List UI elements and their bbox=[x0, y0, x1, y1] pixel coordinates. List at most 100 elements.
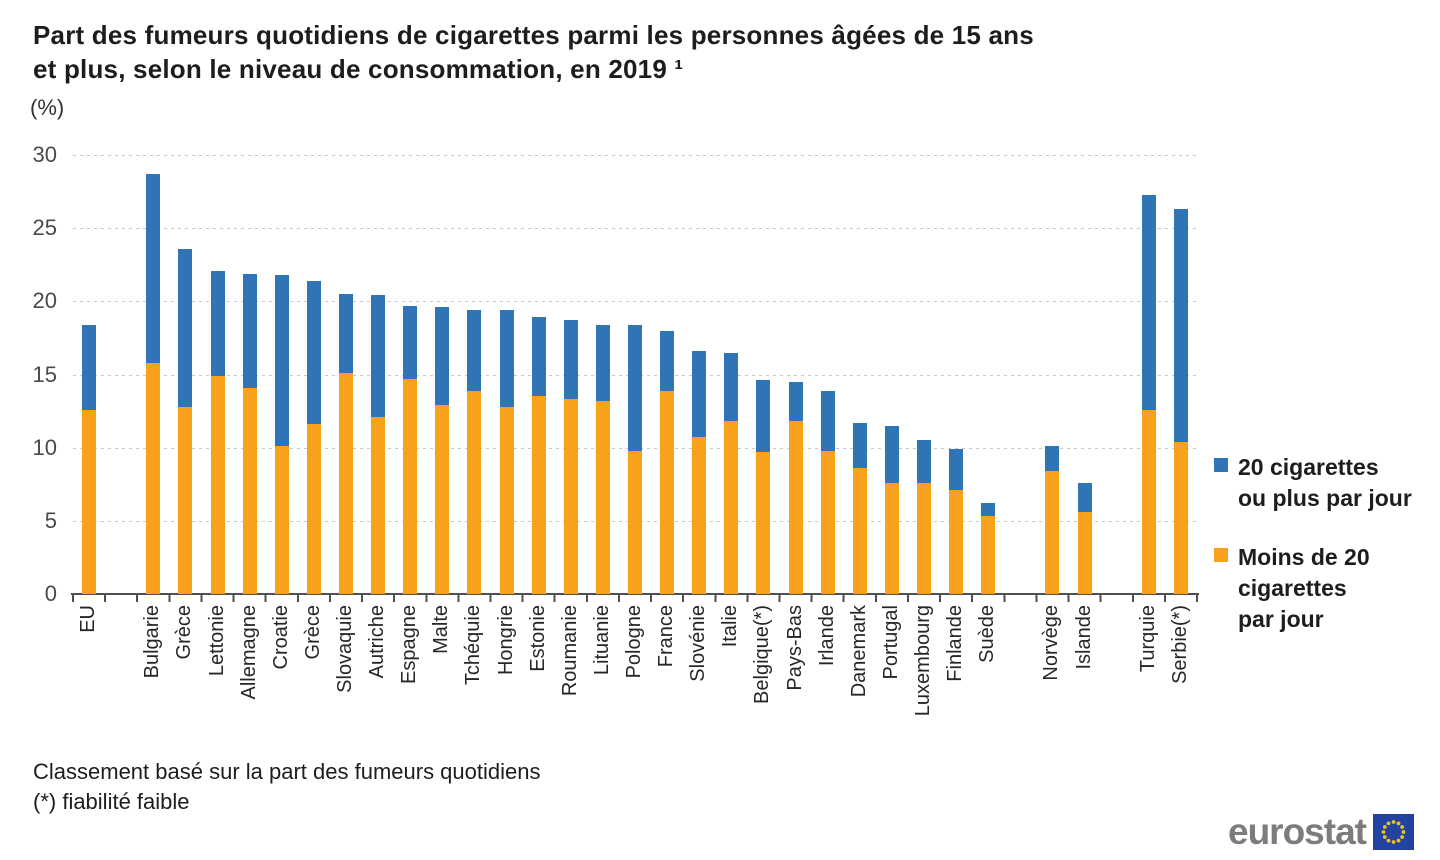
chart-title-line1: Part des fumeurs quotidiens de cigarette… bbox=[33, 20, 1034, 50]
x-label-malte: Malte bbox=[430, 605, 453, 654]
x-label-slov-nie: Slovénie bbox=[687, 605, 710, 682]
segment-20-or-more bbox=[146, 174, 161, 363]
segment-less-than-20 bbox=[852, 468, 867, 594]
bar-gr-ce bbox=[178, 248, 193, 594]
segment-less-than-20 bbox=[435, 405, 450, 594]
x-label-tch-quie: Tchéquie bbox=[462, 605, 485, 686]
legend-swatch-orange bbox=[1214, 548, 1228, 562]
x-label-italie: Italie bbox=[719, 605, 742, 648]
segment-20-or-more bbox=[242, 273, 257, 388]
x-axis-ticks bbox=[72, 594, 1199, 602]
x-label-france: France bbox=[655, 605, 678, 668]
bar-irlande bbox=[820, 390, 835, 594]
x-label-serbie-: Serbie(*) bbox=[1168, 605, 1191, 684]
x-label-islande: Islande bbox=[1072, 605, 1095, 670]
x-label-finlande: Finlande bbox=[944, 605, 967, 682]
bar-tch-quie bbox=[467, 310, 482, 594]
bar-gr-ce bbox=[306, 280, 321, 594]
bar-islande bbox=[1077, 482, 1092, 594]
segment-less-than-20 bbox=[628, 450, 642, 594]
x-label-portugal: Portugal bbox=[879, 605, 902, 680]
x-axis-category-labels: EU Bulgarie Grèce Lettonie Allemagne Croatie G… bbox=[73, 605, 1197, 755]
segment-less-than-20 bbox=[82, 409, 97, 594]
segment-20-or-more bbox=[403, 305, 418, 379]
segment-less-than-20 bbox=[274, 446, 289, 594]
x-label-pologne: Pologne bbox=[623, 605, 645, 679]
segment-less-than-20 bbox=[820, 450, 835, 594]
bar-turquie bbox=[1141, 194, 1156, 594]
legend-swatch-blue bbox=[1214, 458, 1228, 472]
bar-portugal bbox=[884, 425, 899, 594]
x-label-roumanie: Roumanie bbox=[558, 605, 581, 697]
bar-eu bbox=[82, 324, 97, 594]
segment-20-or-more bbox=[949, 449, 964, 491]
segment-less-than-20 bbox=[146, 362, 161, 594]
x-label-pays-bas: Pays-Bas bbox=[783, 605, 806, 691]
segment-less-than-20 bbox=[242, 387, 257, 594]
x-label-norv-ge: Norvège bbox=[1040, 605, 1063, 681]
bar-serbie- bbox=[1173, 209, 1188, 594]
bar-belgique- bbox=[756, 380, 771, 594]
segment-less-than-20 bbox=[499, 406, 514, 594]
bar-croatie bbox=[274, 275, 289, 594]
segment-less-than-20 bbox=[467, 390, 482, 594]
y-tick-label-25: 25 bbox=[32, 215, 57, 241]
x-label-gr-ce: Grèce bbox=[301, 605, 324, 660]
bar-lettonie bbox=[210, 270, 225, 594]
segment-less-than-20 bbox=[660, 390, 675, 594]
segment-20-or-more bbox=[82, 324, 97, 410]
segment-20-or-more bbox=[917, 440, 932, 483]
x-label-eu: EU bbox=[77, 605, 100, 633]
x-label-su-de: Suède bbox=[976, 605, 999, 663]
legend-label-20-or-more: 20 cigarettes ou plus par jour bbox=[1238, 452, 1412, 514]
y-tick-label-0: 0 bbox=[44, 581, 57, 606]
segment-20-or-more bbox=[884, 425, 899, 483]
segment-20-or-more bbox=[756, 380, 771, 453]
segment-20-or-more bbox=[628, 324, 642, 451]
segment-20-or-more bbox=[595, 324, 610, 401]
y-tick-label-20: 20 bbox=[32, 288, 57, 314]
legend-label-less-than-20: Moins de 20 cigarettes par jour bbox=[1238, 542, 1370, 635]
segment-20-or-more bbox=[563, 320, 578, 400]
x-label-turquie: Turquie bbox=[1136, 605, 1159, 673]
eurostat-logo: eurostat bbox=[1228, 812, 1414, 852]
bar-espagne bbox=[403, 305, 418, 594]
segment-less-than-20 bbox=[1077, 512, 1092, 594]
segment-less-than-20 bbox=[531, 396, 546, 594]
segment-less-than-20 bbox=[724, 421, 739, 594]
segment-less-than-20 bbox=[178, 406, 193, 594]
bar-pays-bas bbox=[788, 381, 803, 594]
legend-label-line: ou plus par jour bbox=[1238, 485, 1412, 511]
footnote-reliability: (*) fiabilité faible bbox=[33, 789, 190, 814]
x-label-luxembourg: Luxembourg bbox=[912, 605, 935, 717]
gridline-25 bbox=[73, 228, 1197, 230]
segment-20-or-more bbox=[1045, 446, 1060, 472]
legend-label-line: Moins de 20 bbox=[1238, 544, 1370, 570]
segment-20-or-more bbox=[371, 295, 386, 417]
segment-less-than-20 bbox=[563, 399, 578, 594]
bar-slov-nie bbox=[692, 351, 707, 594]
segment-20-or-more bbox=[499, 310, 514, 407]
x-label-gr-ce: Grèce bbox=[173, 605, 196, 660]
x-label-hongrie: Hongrie bbox=[494, 605, 517, 676]
segment-less-than-20 bbox=[884, 482, 899, 594]
segment-20-or-more bbox=[820, 390, 835, 451]
segment-20-or-more bbox=[210, 270, 225, 376]
bar-luxembourg bbox=[917, 440, 932, 594]
segment-20-or-more bbox=[467, 310, 482, 391]
x-label-lituanie: Lituanie bbox=[590, 605, 613, 676]
segment-20-or-more bbox=[724, 352, 739, 422]
bar-norv-ge bbox=[1045, 446, 1060, 594]
segment-20-or-more bbox=[338, 294, 353, 374]
segment-less-than-20 bbox=[692, 437, 707, 594]
chart-title: Part des fumeurs quotidiens de cigarette… bbox=[33, 18, 1213, 86]
bar-hongrie bbox=[499, 310, 514, 594]
bar-roumanie bbox=[563, 320, 578, 594]
segment-20-or-more bbox=[660, 330, 675, 391]
bar-bulgarie bbox=[146, 174, 161, 594]
chart-legend: 20 cigarettes ou plus par jour Moins de … bbox=[1214, 452, 1440, 635]
segment-20-or-more bbox=[852, 422, 867, 469]
segment-less-than-20 bbox=[949, 490, 964, 594]
segment-20-or-more bbox=[1141, 194, 1156, 410]
